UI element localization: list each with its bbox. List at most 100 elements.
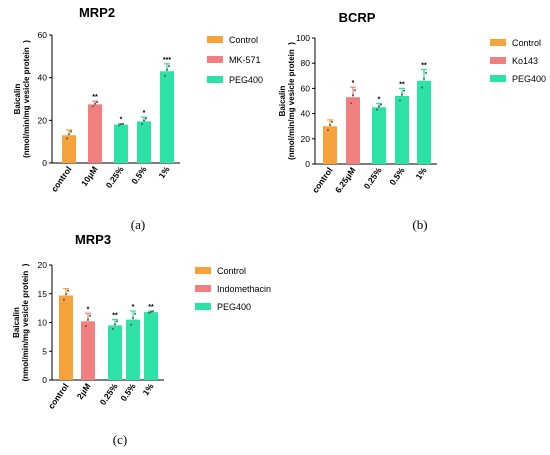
y-tick-label: 0 <box>305 159 310 169</box>
y-tick-label: 80 <box>301 58 311 68</box>
bar <box>160 71 174 163</box>
x-tick-label: 1% <box>413 165 428 181</box>
data-point <box>168 65 170 68</box>
y-tick-label: 0 <box>42 158 47 168</box>
data-point <box>423 77 425 80</box>
legend-entry: Ko143 <box>512 56 538 66</box>
data-point <box>141 122 143 125</box>
significance-label: ** <box>421 63 427 70</box>
y-tick-label: 5 <box>42 346 47 356</box>
significance-label: ** <box>399 81 405 88</box>
y-tick-label: 40 <box>38 73 48 83</box>
data-point <box>134 312 136 315</box>
chart-mrp2: MRP2 Baicalin (nmol/min/mg vesicle protein… <box>13 5 263 194</box>
data-point <box>331 120 333 123</box>
bar <box>108 325 122 380</box>
chart-title: MRP2 <box>79 5 115 20</box>
bar <box>88 104 102 163</box>
bar <box>323 126 337 164</box>
panel-label-a: (a) <box>131 217 145 232</box>
data-point <box>354 89 356 92</box>
x-tick-label: control <box>49 164 74 193</box>
data-point <box>421 86 423 89</box>
legend-entry: Indomethacin <box>217 284 271 294</box>
data-point <box>114 323 116 326</box>
data-point <box>378 105 380 108</box>
data-point <box>376 108 378 111</box>
y-tick-label: 60 <box>301 83 311 93</box>
data-point <box>120 123 122 126</box>
legend-entry: Control <box>229 35 258 45</box>
y-tick-label: 20 <box>301 134 311 144</box>
data-point <box>118 124 120 127</box>
y-axis-label-line1: Baicalin <box>278 86 287 117</box>
data-point <box>122 122 124 125</box>
bar <box>81 321 95 380</box>
data-point <box>329 123 331 126</box>
data-point <box>96 101 98 104</box>
legend-entry: PEG400 <box>229 75 263 85</box>
data-point <box>164 74 166 77</box>
y-axis-label-line1: Baicalin <box>13 84 22 115</box>
x-tick-label: 1% <box>140 381 155 397</box>
data-point <box>130 323 132 326</box>
x-tick-label: 0.5% <box>387 165 407 187</box>
y-tick-label: 20 <box>38 260 48 270</box>
data-point <box>66 137 68 140</box>
data-point <box>70 130 72 133</box>
legend-swatch <box>195 303 211 310</box>
significance-label: * <box>120 117 123 124</box>
y-tick-label: 100 <box>296 33 310 43</box>
data-point <box>145 117 147 120</box>
y-tick-label: 10 <box>38 318 48 328</box>
panel-label-c: (c) <box>113 432 127 447</box>
significance-label: * <box>143 110 146 117</box>
data-point <box>132 316 134 319</box>
bar <box>126 319 140 380</box>
data-point <box>425 71 427 74</box>
y-axis-label-line2: (nmol/min/mg vesicle protein ) <box>21 263 30 381</box>
x-tick-label: 10μM <box>79 164 100 188</box>
data-point <box>380 103 382 106</box>
legend-entry: MK-571 <box>229 55 261 65</box>
legend-entry: Control <box>217 266 246 276</box>
x-tick-label: 0.5% <box>129 164 149 186</box>
legend-swatch <box>490 57 506 64</box>
x-tick-label: control <box>46 381 71 410</box>
data-point <box>85 325 87 328</box>
bar <box>137 121 151 163</box>
legend-entry: Control <box>512 38 541 48</box>
x-tick-label: 2μM <box>75 381 93 401</box>
data-point <box>399 99 401 102</box>
bar <box>346 97 360 164</box>
x-tick-label: 1% <box>156 164 171 180</box>
x-tick-label: 0.25% <box>362 165 384 191</box>
data-point <box>350 102 352 105</box>
data-point <box>92 105 94 108</box>
legend-swatch <box>195 267 211 274</box>
bar <box>62 135 76 163</box>
y-axis-label-line2: (nmol/min/mg vesicle protein ) <box>287 42 296 160</box>
y-tick-label: 20 <box>38 115 48 125</box>
significance-label: ** <box>148 304 154 311</box>
legend-entry: PEG400 <box>217 302 251 312</box>
y-tick-label: 40 <box>301 109 311 119</box>
data-point <box>116 320 118 323</box>
bar <box>395 95 409 164</box>
x-tick-label: control <box>310 165 335 194</box>
legend-swatch <box>490 39 506 46</box>
y-tick-label: 15 <box>38 289 48 299</box>
legend-swatch <box>207 56 223 63</box>
y-axis-label-line1: Baicalin <box>12 307 21 338</box>
panel-label-b: (b) <box>412 217 427 232</box>
data-point <box>112 327 114 330</box>
legend-swatch <box>207 36 223 43</box>
legend-swatch <box>490 75 506 82</box>
chart-title: MRP3 <box>75 232 111 247</box>
significance-label: * <box>132 304 135 311</box>
legend-swatch <box>195 285 211 292</box>
significance-label: * <box>352 80 355 87</box>
data-point <box>63 298 65 301</box>
data-point <box>143 119 145 122</box>
